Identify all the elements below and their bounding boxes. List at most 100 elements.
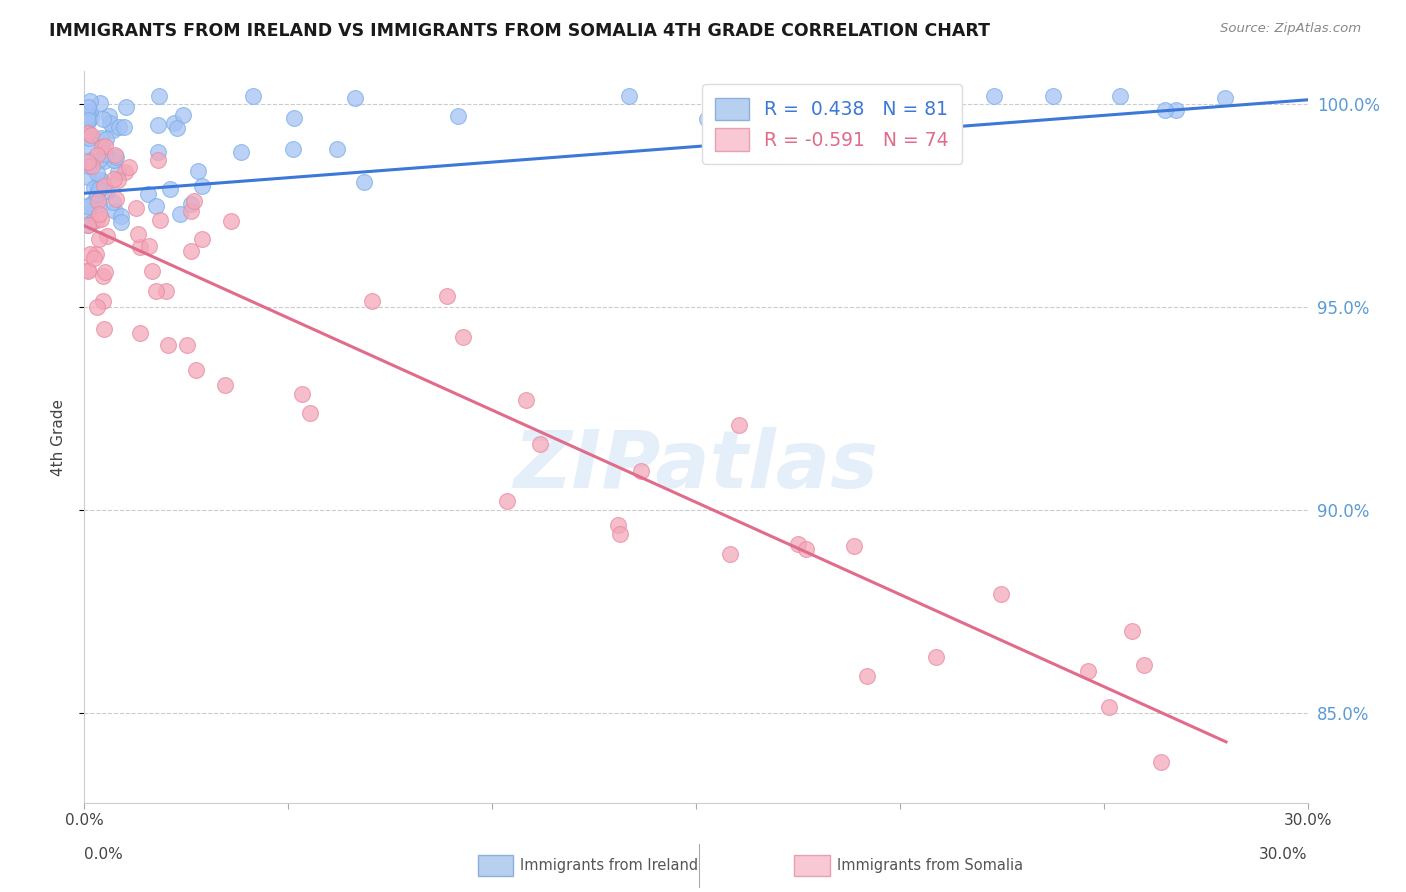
Point — [89, 207, 111, 221]
Point — [86, 301, 108, 315]
Point — [110, 215, 132, 229]
Point — [93, 178, 115, 193]
Point — [361, 294, 384, 309]
Point — [114, 165, 136, 179]
Point — [83, 181, 105, 195]
Point — [515, 393, 537, 408]
Point — [630, 464, 652, 478]
Point — [229, 145, 252, 160]
Point — [157, 338, 180, 352]
Point — [98, 109, 121, 123]
Point — [159, 181, 181, 195]
Text: ZIPatlas: ZIPatlas — [513, 427, 879, 506]
Point — [96, 228, 118, 243]
FancyBboxPatch shape — [478, 855, 513, 876]
Point — [1121, 624, 1143, 638]
Point — [186, 363, 208, 377]
Point — [155, 285, 177, 299]
Point — [1154, 103, 1177, 118]
Point — [696, 112, 718, 126]
Point — [187, 164, 209, 178]
Point — [93, 322, 115, 336]
Point — [446, 109, 468, 123]
Point — [617, 88, 640, 103]
Point — [138, 239, 160, 253]
Point — [107, 164, 129, 178]
Point — [79, 246, 101, 260]
Point — [87, 232, 110, 246]
Point — [299, 406, 322, 420]
Point — [129, 240, 152, 254]
Point — [104, 192, 127, 206]
Point — [990, 587, 1012, 601]
Point — [82, 214, 104, 228]
Point — [90, 173, 112, 187]
Point — [77, 139, 100, 153]
Point — [86, 148, 108, 162]
Point — [89, 153, 111, 167]
Point — [136, 186, 159, 201]
Point — [77, 169, 100, 184]
Point — [77, 100, 100, 114]
Point — [89, 96, 111, 111]
Point — [77, 218, 100, 232]
Point — [148, 88, 170, 103]
Point — [129, 326, 152, 341]
Point — [94, 139, 117, 153]
Point — [96, 131, 118, 145]
Point — [191, 232, 214, 246]
Text: 0.0%: 0.0% — [84, 847, 124, 862]
Point — [114, 120, 136, 135]
Point — [453, 330, 475, 344]
Point — [77, 264, 100, 278]
Point — [118, 160, 141, 174]
Point — [191, 179, 214, 194]
Text: 30.0%: 30.0% — [1260, 847, 1308, 862]
Point — [93, 146, 115, 161]
Point — [283, 111, 305, 125]
Point — [100, 116, 122, 130]
Point — [115, 100, 138, 114]
Point — [283, 142, 305, 156]
Point — [104, 203, 127, 218]
Point — [180, 244, 202, 258]
Point — [146, 153, 169, 167]
Point — [183, 194, 205, 208]
Point — [180, 204, 202, 219]
Point — [77, 113, 100, 128]
Point — [787, 537, 810, 551]
Point — [77, 262, 100, 277]
Point — [108, 120, 131, 134]
Point — [93, 269, 115, 284]
Point — [86, 166, 108, 180]
Point — [86, 187, 108, 202]
Point — [103, 172, 125, 186]
Point — [148, 118, 170, 132]
Point — [77, 111, 100, 125]
Point — [607, 517, 630, 532]
Point — [718, 547, 741, 561]
Point — [104, 148, 127, 162]
Point — [1109, 88, 1132, 103]
Point — [353, 175, 375, 189]
Point — [1133, 657, 1156, 672]
Point — [77, 109, 100, 123]
Point — [529, 437, 551, 451]
Point — [80, 153, 103, 167]
Point — [77, 115, 100, 129]
Point — [91, 294, 114, 309]
Point — [77, 105, 100, 120]
Point — [87, 182, 110, 196]
Point — [77, 199, 100, 213]
Point — [80, 128, 103, 142]
Point — [80, 197, 103, 211]
Point — [77, 159, 100, 173]
Point — [105, 150, 128, 164]
Point — [86, 179, 108, 194]
Point — [291, 387, 314, 401]
Text: Immigrants from Ireland: Immigrants from Ireland — [520, 858, 699, 872]
Point — [77, 219, 100, 233]
Point — [242, 88, 264, 103]
Point — [125, 201, 148, 215]
Point — [87, 197, 110, 211]
